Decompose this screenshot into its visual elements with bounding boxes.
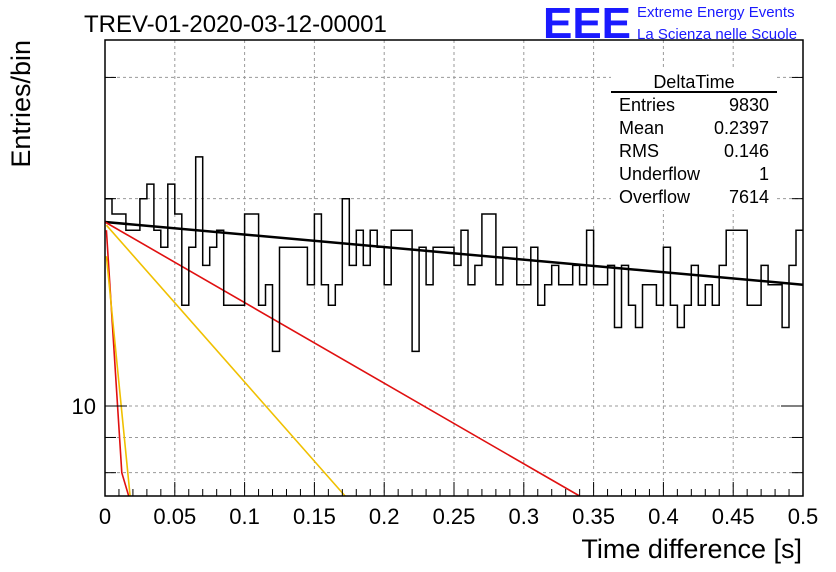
- stats-mean-value: 0.2397: [714, 118, 769, 138]
- x-tick-label: 0.35: [572, 504, 615, 529]
- fit-curve: [105, 256, 131, 497]
- y-axis-title: Entries/bin: [6, 40, 36, 168]
- x-tick-label: 0.45: [712, 504, 755, 529]
- stats-overflow-label: Overflow: [619, 187, 691, 207]
- stats-entries-value: 9830: [729, 95, 769, 115]
- histogram-bins: [105, 156, 803, 353]
- y-tick-label: 10: [72, 394, 96, 419]
- histogram-outline: [105, 156, 803, 353]
- x-tick-label: 0.25: [433, 504, 476, 529]
- axis-tick-labels: 0 0.05 0.1 0.15 0.2 0.25 0.3 0.35 0.4 0.45 0.5 10: [72, 394, 819, 529]
- stats-underflow-value: 1: [759, 164, 769, 184]
- x-tick-label: 0.4: [648, 504, 679, 529]
- stats-mean-label: Mean: [619, 118, 664, 138]
- stats-box: DeltaTime Entries 9830 Mean 0.2397 RMS 0…: [611, 70, 777, 210]
- stats-entries-label: Entries: [619, 95, 675, 115]
- stats-overflow-value: 7614: [729, 187, 769, 207]
- stats-title: DeltaTime: [653, 72, 734, 92]
- stats-rms-value: 0.146: [724, 141, 769, 161]
- x-tick-label: 0.2: [369, 504, 400, 529]
- x-axis-title: Time difference [s]: [581, 534, 802, 564]
- axis-ticks: [104, 76, 804, 496]
- fit-curve: [105, 224, 346, 497]
- x-tick-label: 0: [99, 504, 111, 529]
- stats-rms-label: RMS: [619, 141, 659, 161]
- x-tick-label: 0.15: [293, 504, 336, 529]
- fit-curve: [104, 221, 580, 497]
- x-tick-label: 0.5: [788, 504, 819, 529]
- chart-title: TREV-01-2020-03-12-00001: [84, 11, 387, 38]
- x-tick-label: 0.05: [153, 504, 196, 529]
- stats-underflow-label: Underflow: [619, 164, 701, 184]
- eee-logo: EEE: [543, 0, 631, 48]
- logo-line-2: La Scienza nelle Scuole: [637, 26, 797, 43]
- x-tick-label: 0.3: [509, 504, 540, 529]
- x-tick-label: 0.1: [229, 504, 260, 529]
- stats-box-background: [611, 70, 777, 210]
- logo-line-1: Extreme Energy Events: [637, 4, 795, 21]
